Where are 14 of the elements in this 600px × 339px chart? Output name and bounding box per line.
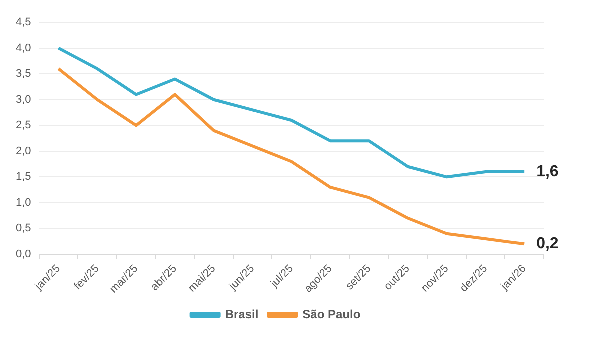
y-tick-label: 0,0: [16, 248, 32, 260]
y-tick-label: 0,5: [16, 222, 32, 235]
y-tick-label: 1,5: [16, 171, 32, 184]
data-label: 1,6: [536, 163, 559, 180]
legend-label: São Paulo: [302, 307, 361, 322]
y-tick-label: 1,0: [16, 196, 32, 209]
y-tick-label: 3,5: [16, 68, 32, 80]
y-tick-label: 2,0: [16, 145, 32, 158]
data-label: 0,2: [536, 236, 559, 253]
y-tick-label: 4,0: [16, 42, 32, 54]
y-tick-label: 4,5: [16, 16, 32, 29]
legend-label: Brasil: [225, 307, 259, 322]
y-tick-label: 2,5: [16, 120, 32, 132]
y-tick-label: 3,0: [16, 94, 32, 106]
